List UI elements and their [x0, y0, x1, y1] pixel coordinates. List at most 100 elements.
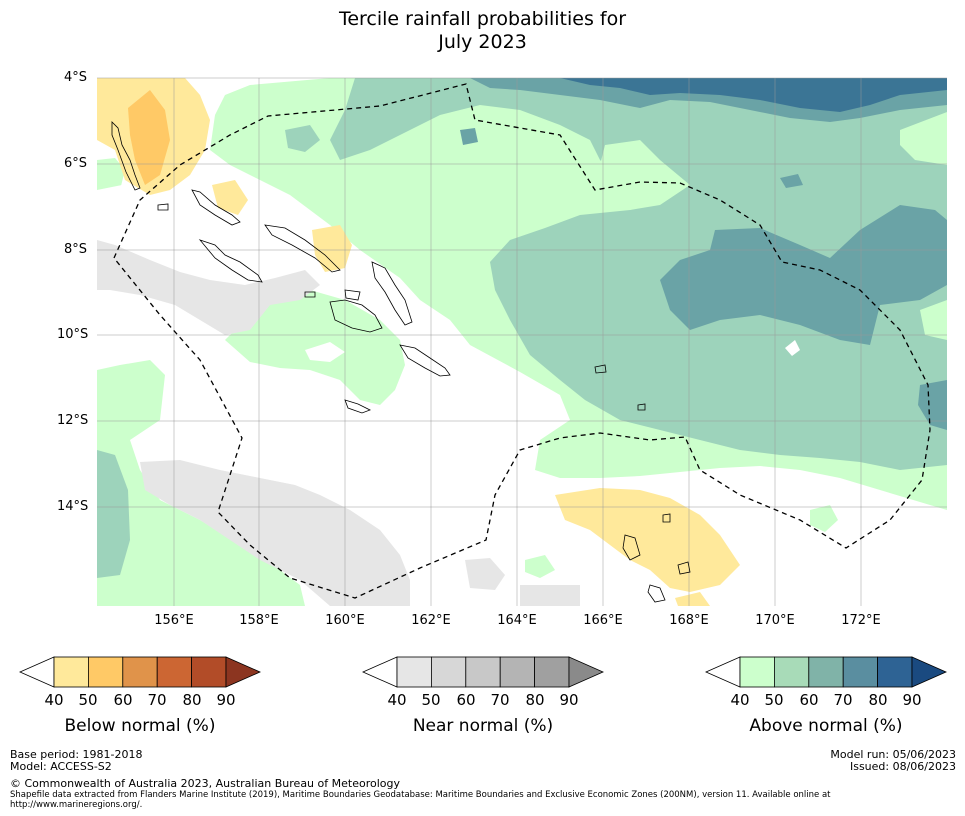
lon-label-164e: 164°E	[497, 613, 537, 628]
island-rennell	[344, 399, 371, 414]
colorbar-below-bin-50-60	[88, 656, 124, 688]
island-guadalcanal	[329, 299, 383, 333]
near-normal-50-blob-1	[465, 558, 505, 590]
lat-label-10s: 10°S	[57, 327, 89, 342]
lat-label-4s: 4°S	[64, 70, 88, 85]
above-normal-title: Above normal (%)	[749, 716, 903, 736]
colorbar-below-bin-40-50	[53, 656, 89, 688]
near-normal-50-blob-2	[520, 585, 580, 606]
island-small-2	[637, 403, 646, 411]
colorbar-near-normal	[362, 656, 604, 688]
colorbar-near-extend-low	[362, 656, 398, 688]
copyright: © Commonwealth of Australia 2023, Austra…	[10, 777, 400, 790]
above-normal-70-blob-2	[780, 174, 803, 188]
below-normal-50-blob-1	[212, 180, 248, 215]
island-small-7	[344, 289, 361, 301]
island-espiritu-santo	[622, 534, 641, 561]
island-small-1	[594, 364, 607, 374]
shapefile-credit-2: http://www.marineregions.org/.	[10, 800, 143, 810]
colorbar-below-extend-low	[19, 656, 55, 688]
island-small-5	[157, 203, 169, 211]
above-normal-50-region-southwest	[97, 360, 305, 606]
near-normal-50-region-west	[97, 240, 320, 335]
lon-label-160e: 160°E	[325, 613, 365, 628]
model-name: Model: ACCESS-S2	[10, 760, 112, 773]
lon-label-168e: 168°E	[669, 613, 709, 628]
island-small-6	[304, 291, 316, 298]
above-normal-50-pocket-1	[600, 140, 690, 210]
colorbar-above-bin-70-80	[842, 656, 879, 688]
above-normal-50-blob-southeast	[810, 505, 838, 532]
near-tick-90: 90	[559, 691, 579, 709]
base-period: Base period: 1981-2018	[10, 748, 143, 761]
colorbar-near-bin-80-90	[534, 656, 570, 688]
near-tick-70: 70	[490, 691, 510, 709]
colorbar-below-bin-70-80	[156, 656, 192, 688]
below-normal-50-blob-3	[675, 592, 710, 606]
above-tick-70: 70	[833, 691, 853, 709]
lon-label-172e: 172°E	[841, 613, 881, 628]
below-tick-60: 60	[113, 691, 133, 709]
colorbar-near-bin-50-60	[430, 656, 467, 688]
above-tick-50: 50	[764, 691, 784, 709]
colorbar-below-extend-high	[225, 656, 261, 688]
above-normal-70-region-central	[660, 205, 947, 345]
near-tick-60: 60	[456, 691, 476, 709]
title-line-1: Tercile rainfall probabilities for	[338, 8, 627, 30]
near-tick-80: 80	[525, 691, 545, 709]
island-malekula	[647, 584, 666, 603]
below-tick-40: 40	[44, 691, 64, 709]
lon-label-162e: 162°E	[411, 613, 451, 628]
island-choiseul	[191, 189, 241, 226]
island-makira	[399, 344, 451, 377]
white-hole-3	[97, 185, 135, 225]
above-tick-60: 60	[799, 691, 819, 709]
lat-label-14s: 14°S	[57, 499, 89, 514]
near-normal-title: Near normal (%)	[412, 716, 554, 736]
lon-label-166e: 166°E	[583, 613, 623, 628]
shapefile-credit-1: Shapefile data extracted from Flanders M…	[10, 790, 831, 800]
above-tick-80: 80	[868, 691, 888, 709]
lon-label-158e: 158°E	[239, 613, 279, 628]
below-tick-50: 50	[78, 691, 98, 709]
below-tick-70: 70	[147, 691, 167, 709]
colorbar-near-extend-high	[568, 656, 604, 688]
above-normal-80-region	[560, 78, 947, 112]
below-tick-90: 90	[216, 691, 236, 709]
island-bougainville	[111, 121, 141, 191]
eez-solomon-islands	[113, 83, 931, 599]
island-small-4	[677, 561, 691, 575]
lon-label-156e: 156°E	[154, 613, 194, 628]
above-normal-50-blob-south	[525, 555, 555, 578]
issued-date: Issued: 08/06/2023	[849, 760, 956, 773]
white-hole-2	[785, 340, 800, 356]
colorbar-below-bin-80-90	[191, 656, 227, 688]
colorbar-above-bin-60-70	[808, 656, 844, 688]
coastlines	[111, 121, 691, 603]
above-normal-50-pocket-3	[920, 300, 947, 340]
below-normal-50-blob-2	[312, 225, 352, 272]
colorbar-above-extend-low	[705, 656, 741, 688]
chart-title: Tercile rainfall probabilities for July …	[0, 8, 965, 54]
above-normal-60-region-southwest	[97, 450, 130, 578]
above-normal-70-blob-1	[460, 128, 478, 145]
island-malaita	[371, 261, 413, 326]
colorbar-near-bin-40-50	[396, 656, 432, 688]
near-normal-50-region-south	[140, 460, 410, 606]
colorbar-above-normal	[705, 656, 947, 688]
above-normal-70-blob-east	[918, 380, 947, 430]
graticule	[97, 77, 947, 606]
below-normal-title: Below normal (%)	[64, 716, 216, 736]
colorbar-above-bin-80-90	[877, 656, 913, 688]
colorbar-above-bin-50-60	[774, 656, 810, 688]
colorbar-below-bin-60-70	[122, 656, 158, 688]
eez-boundaries	[113, 83, 931, 599]
colorbar-below-normal	[19, 656, 261, 688]
above-tick-40: 40	[730, 691, 750, 709]
above-tick-90: 90	[902, 691, 922, 709]
above-normal-50-pocket-2	[900, 112, 947, 165]
lon-label-170e: 170°E	[755, 613, 795, 628]
lat-label-8s: 8°S	[64, 242, 88, 257]
below-normal-50-region-south	[555, 488, 740, 592]
